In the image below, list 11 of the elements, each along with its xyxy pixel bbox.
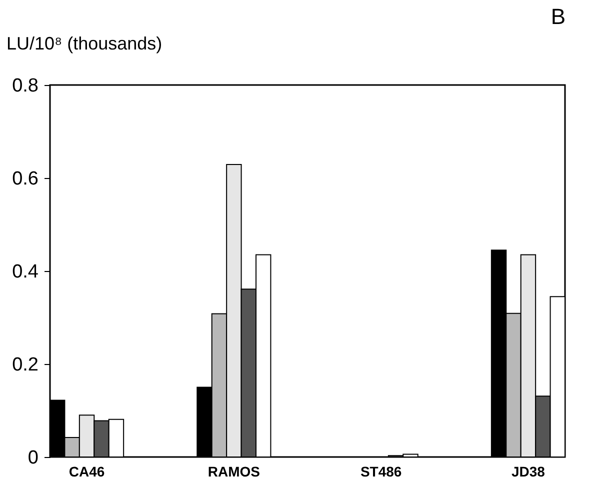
y-tick-label: 0.6: [12, 168, 38, 190]
y-tick-label: 0.8: [12, 76, 38, 96]
y-tick-label: 0.2: [12, 354, 38, 376]
y-axis-title: LU/10⁸ (thousands): [6, 34, 162, 54]
x-tick-label: ST486: [360, 464, 402, 480]
x-tick-label: CA46: [68, 464, 105, 480]
y-tick-label: 0: [28, 448, 38, 468]
chart-title: B: [550, 4, 566, 29]
y-tick-label: 0.4: [12, 262, 39, 282]
x-tick-label: JD38: [511, 464, 546, 480]
x-tick-label: RAMOS: [208, 464, 260, 480]
